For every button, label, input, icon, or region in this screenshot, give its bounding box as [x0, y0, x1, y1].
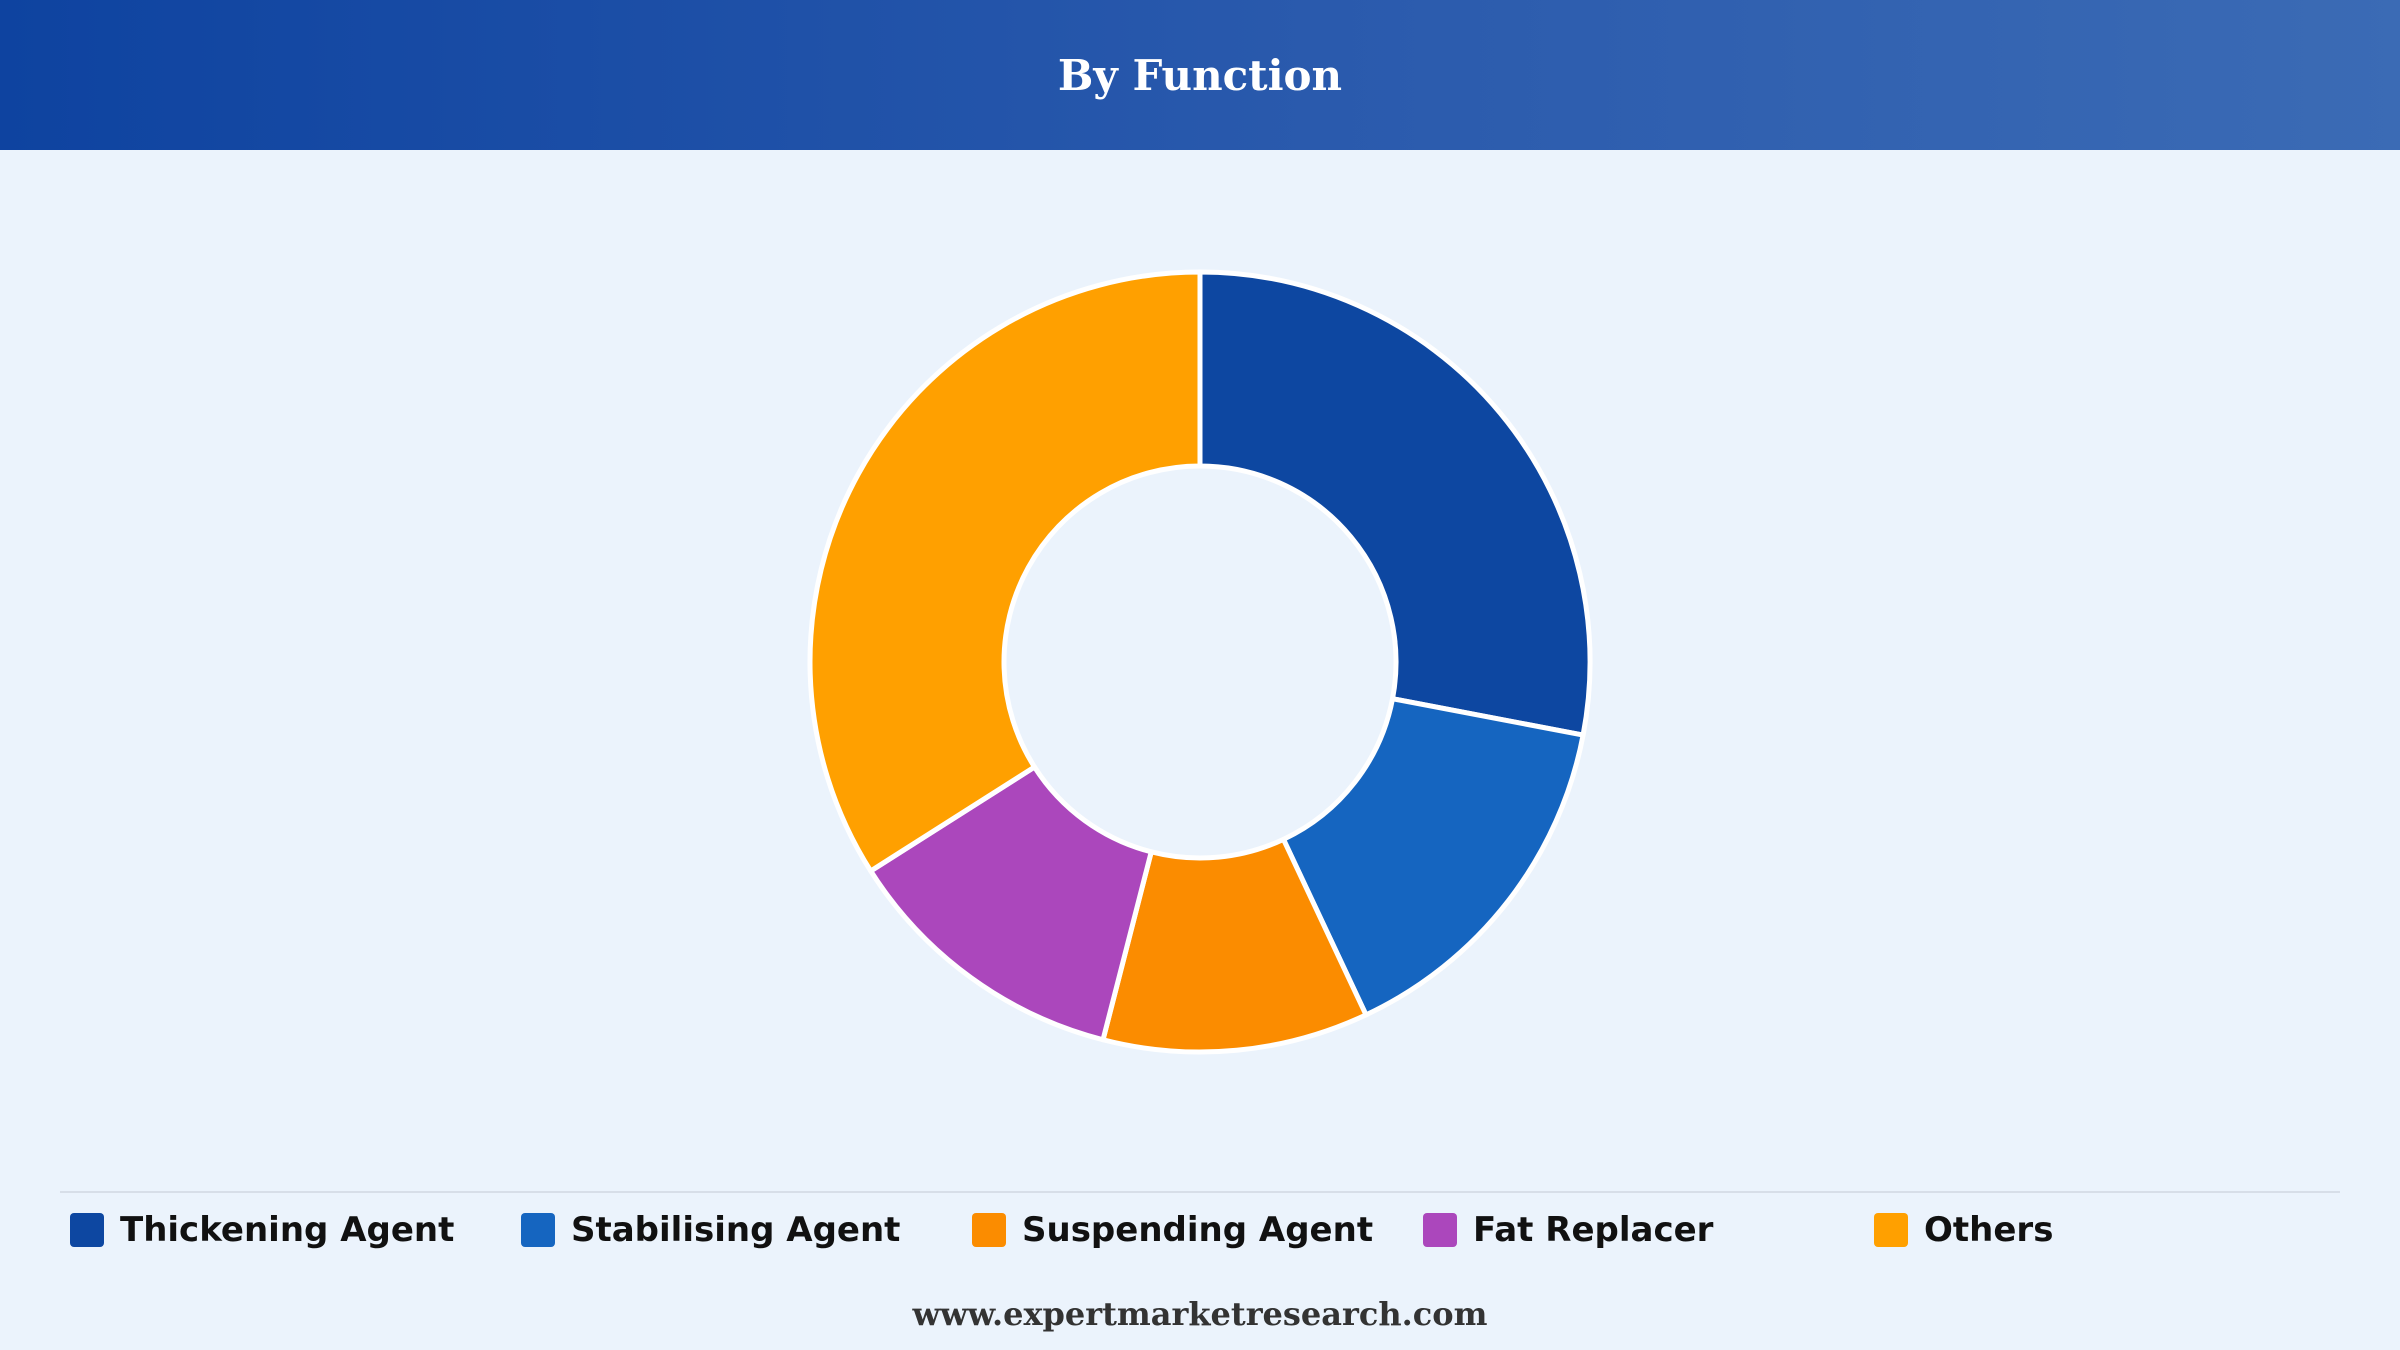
legend-swatch-thickening-agent [70, 1213, 104, 1247]
legend-item-thickening-agent: Thickening Agent [70, 1208, 454, 1252]
legend-label-fat-replacer: Fat Replacer [1473, 1210, 1714, 1250]
donut-slice-thickening-agent [1197, 269, 1593, 738]
legend-item-suspending-agent: Suspending Agent [972, 1208, 1373, 1252]
legend-swatch-suspending-agent [972, 1213, 1006, 1247]
legend-label-thickening-agent: Thickening Agent [120, 1210, 455, 1250]
footer-website: www.expertmarketresearch.com [912, 1295, 1488, 1333]
legend-item-stabilising-agent: Stabilising Agent [521, 1208, 900, 1252]
donut-slice-stabilising-agent [1280, 696, 1586, 1018]
legend-label-others: Others [1924, 1210, 2054, 1250]
chart-title: By Function [1057, 50, 1343, 100]
legend-swatch-fat-replacer [1423, 1213, 1457, 1247]
legend-item-others: Others [1874, 1208, 2053, 1252]
chart-header: By Function [0, 0, 2400, 150]
legend-divider [60, 1191, 2340, 1193]
legend-label-stabilising-agent: Stabilising Agent [571, 1210, 901, 1250]
chart-legend: Thickening Agent Stabilising Agent Suspend… [70, 1208, 2370, 1252]
donut-slice-fat-replacer [868, 764, 1154, 1043]
legend-label-suspending-agent: Suspending Agent [1022, 1210, 1374, 1250]
legend-swatch-others [1874, 1213, 1908, 1247]
legend-swatch-stabilising-agent [521, 1213, 555, 1247]
donut-slice-suspending-agent [1100, 836, 1369, 1055]
legend-item-fat-replacer: Fat Replacer [1423, 1208, 1713, 1252]
donut-slice-others [807, 269, 1203, 874]
